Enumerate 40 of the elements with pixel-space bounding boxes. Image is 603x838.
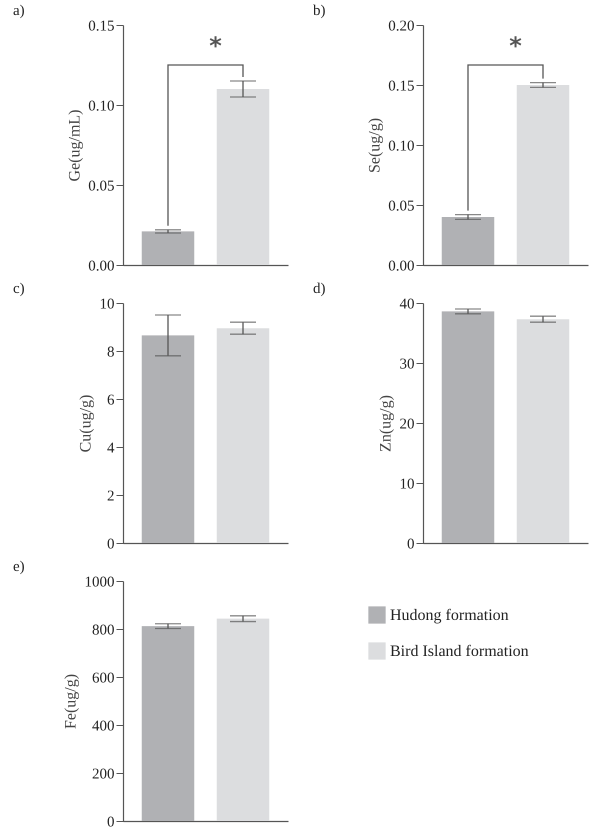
y-axis-title: Ge(ug/mL) bbox=[66, 110, 84, 182]
y-tick-label: 2 bbox=[107, 488, 114, 504]
chart-title: e) bbox=[13, 559, 25, 575]
y-axis-title: Fe(ug/g) bbox=[62, 674, 80, 730]
y-tick-label: 0.15 bbox=[88, 18, 114, 34]
y-tick-label: 0 bbox=[107, 536, 114, 552]
y-axis-title: Se(ug/g) bbox=[366, 118, 384, 174]
y-axis-title: Cu(ug/g) bbox=[78, 394, 94, 452]
y-tick-label: 20 bbox=[400, 416, 414, 432]
y-tick-label: 4 bbox=[107, 440, 115, 456]
chart-title: b) bbox=[313, 3, 326, 19]
y-tick-label: 0 bbox=[407, 536, 414, 552]
y-tick-label: 0.05 bbox=[388, 198, 414, 214]
legend-label: Hudong formation bbox=[390, 607, 509, 624]
y-tick-label: 0.20 bbox=[388, 18, 414, 34]
y-tick-label: 800 bbox=[92, 622, 114, 638]
y-tick-label: 0.15 bbox=[388, 78, 414, 94]
y-tick-label: 0.10 bbox=[88, 98, 114, 114]
y-tick-label: 200 bbox=[92, 766, 114, 782]
y-tick-label: 6 bbox=[107, 392, 115, 408]
annotation: * bbox=[209, 32, 222, 60]
y-tick-label: 10 bbox=[400, 476, 414, 492]
annotation: * bbox=[509, 32, 522, 60]
y-tick-label: 10 bbox=[100, 296, 114, 312]
y-tick-label: 0.00 bbox=[388, 258, 414, 274]
y-tick-label: 0.05 bbox=[88, 178, 114, 194]
chart-title: d) bbox=[313, 281, 326, 297]
legend-label: Bird Island formation bbox=[390, 643, 529, 660]
y-tick-label: 600 bbox=[92, 670, 114, 686]
y-tick-label: 400 bbox=[92, 718, 114, 734]
y-tick-label: 8 bbox=[107, 344, 114, 360]
y-tick-label: 40 bbox=[400, 296, 414, 312]
y-axis-title: Zn(ug/g) bbox=[378, 395, 394, 452]
y-tick-label: 0.10 bbox=[388, 138, 414, 154]
chart-title: c) bbox=[13, 281, 25, 297]
chart-title: a) bbox=[13, 3, 25, 19]
y-tick-label: 0.00 bbox=[88, 258, 114, 274]
y-tick-label: 1000 bbox=[84, 574, 114, 590]
y-tick-label: 0 bbox=[107, 814, 114, 830]
y-tick-label: 30 bbox=[400, 356, 414, 372]
